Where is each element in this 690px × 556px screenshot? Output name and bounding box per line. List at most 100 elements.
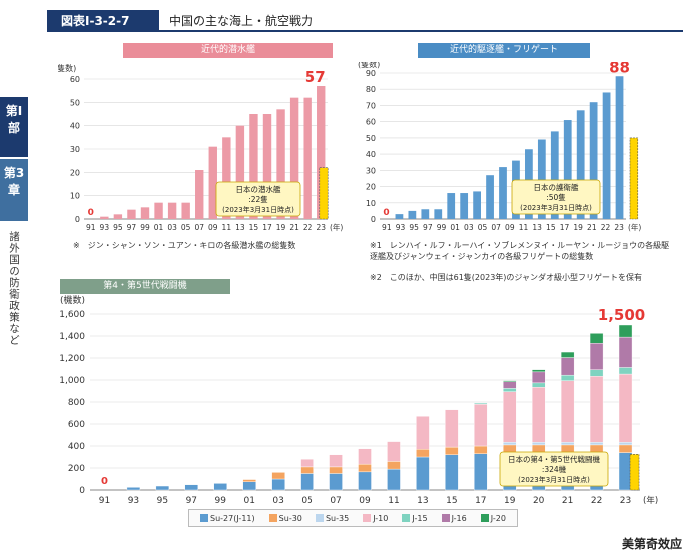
fighter-bar-segment xyxy=(329,466,343,474)
fighter-xtick-label: 99 xyxy=(215,496,227,506)
destroyer-xtick-label: 21 xyxy=(587,223,597,232)
fighter-bar-segment xyxy=(213,483,227,491)
fighter-bar-segment xyxy=(445,409,459,448)
submarine-xtick-label: 95 xyxy=(113,223,123,232)
submarine-note: ※ ジン・シャン・ソン・ユアン・キロの各級潜水艦の総隻数 xyxy=(73,241,296,250)
destroyer-ytick-label: 0 xyxy=(371,215,376,224)
legend-swatch xyxy=(200,514,209,522)
submarine-xtick-label: 07 xyxy=(194,223,204,232)
submarine-ytick-label: 0 xyxy=(75,215,80,224)
fighter-ytick-label: 200 xyxy=(68,464,85,474)
fighter-bar-segment xyxy=(503,442,517,446)
fighter-bar-segment xyxy=(589,333,604,344)
destroyer-ytick-label: 60 xyxy=(366,118,376,127)
fighter-bar-segment xyxy=(589,369,604,377)
fighter-xtick-label: 11 xyxy=(388,496,399,506)
submarine-ytick-label: 60 xyxy=(70,75,80,84)
submarine-bar xyxy=(235,125,245,219)
submarine-xtick-label: 22 xyxy=(303,223,313,232)
legend-swatch xyxy=(315,514,324,522)
submarine-xtick-label: 19 xyxy=(276,223,286,232)
destroyer-bar xyxy=(486,175,494,219)
destroyer-japan-callout-line3: (2023年3月31日時点) xyxy=(520,203,592,212)
submarine-bar xyxy=(317,86,326,219)
submarine-chart-banner: 近代的潜水艦 xyxy=(123,43,333,58)
fighter-bar-segment xyxy=(560,374,575,381)
destroyer-japan-callout-box xyxy=(511,179,601,215)
submarine-japan-callout-box xyxy=(215,181,301,217)
destroyer-xtick-label: 09 xyxy=(505,223,515,232)
legend-item: J-10 xyxy=(363,514,388,523)
destroyer-ytick-label: 70 xyxy=(366,101,376,110)
section-vertical-label: 諸外国の防衛政策など xyxy=(8,231,20,346)
destroyer-xtick-label: 05 xyxy=(478,223,488,232)
fighter-bar-segment xyxy=(387,468,401,491)
figure-title: 中国の主な海上・航空戦力 xyxy=(169,14,314,28)
fighter-bar-segment xyxy=(358,471,372,491)
legend-label: J-20 xyxy=(490,513,506,523)
submarine-bar xyxy=(262,114,272,219)
fighter-bar-segment xyxy=(474,403,488,447)
submarine-xtick-label: 99 xyxy=(140,223,150,232)
submarine-bar xyxy=(222,137,231,219)
destroyer-xtick-label: 91 xyxy=(382,223,392,232)
fighter-ytick-label: 1,400 xyxy=(59,332,85,342)
fighter-bar-segment xyxy=(503,388,517,392)
fighter-legend: Su-27(J-11) Su-30 Su-35 J-10 J-15 J-16 J-20 xyxy=(188,509,518,527)
fighter-ytick-label: 600 xyxy=(68,420,85,430)
fighter-bar-segment xyxy=(242,479,256,482)
fighter-japan-callout-line1: 日本の第4・第5世代戦闘機 xyxy=(508,454,601,464)
fighter-bar-segment xyxy=(531,369,546,373)
destroyer-xtick-label: 01 xyxy=(450,223,460,232)
submarine-xtick-label: 03 xyxy=(167,223,177,232)
destroyer-bar xyxy=(460,193,469,219)
figure-number: 図表Ⅰ-3-2-7 xyxy=(47,10,159,32)
submarine-xtick-label: 93 xyxy=(100,223,110,232)
fighter-bar-segment xyxy=(589,343,604,370)
legend-swatch xyxy=(363,514,372,522)
legend-swatch xyxy=(402,514,411,522)
destroyer-bar xyxy=(602,92,611,219)
fighter-bar-segment xyxy=(503,380,517,382)
fighter-bar-segment xyxy=(503,391,517,443)
destroyer-xtick-label: 17 xyxy=(560,223,570,232)
submarine-japan-bar xyxy=(319,167,329,220)
fighter-ytick-label: 1,000 xyxy=(59,376,85,386)
destroyer-chart-banner: 近代的駆逐艦・フリゲート xyxy=(418,43,590,58)
legend-label: J-10 xyxy=(373,513,389,523)
fighter-japan-callout-box xyxy=(499,451,609,487)
submarine-xtick-label: 91 xyxy=(86,223,96,232)
fighter-bar-segment xyxy=(560,442,575,446)
fighter-bar-segment xyxy=(560,444,575,453)
fighter-xtick-label: 22 xyxy=(591,496,602,506)
submarine-japan-callout-line3: (2023年3月31日時点) xyxy=(222,205,294,214)
submarine-japan-callout: 日本の潜水艦:22隻(2023年3月31日時点) xyxy=(215,181,301,217)
fighter-xtick-label: 95 xyxy=(157,496,168,506)
destroyer-last-value-label: 88 xyxy=(609,62,630,76)
destroyer-first-value-label: 0 xyxy=(383,208,389,218)
fighter-bar-segment xyxy=(531,387,546,443)
fighter-xtick-label: 03 xyxy=(272,496,283,506)
fighter-bar-segment xyxy=(589,442,604,446)
legend-label: Su-35 xyxy=(325,513,350,523)
fighter-bar-segment xyxy=(155,485,170,491)
submarine-japan-callout-line2: :22隻 xyxy=(248,194,268,204)
destroyer-bar xyxy=(589,102,598,219)
fighter-bar-segment xyxy=(531,444,546,453)
submarine-first-value-label: 0 xyxy=(88,208,94,218)
legend-label: Su-30 xyxy=(278,513,302,523)
submarine-bar xyxy=(289,97,299,219)
submarine-bar xyxy=(195,170,204,219)
fighter-bar-segment xyxy=(531,382,546,388)
fighter-ytick-label: 800 xyxy=(68,398,85,408)
destroyer-bar xyxy=(550,131,559,219)
fighter-bar-segment xyxy=(474,453,488,491)
destroyer-xtick-label: 11 xyxy=(519,223,529,232)
submarine-bar xyxy=(167,202,177,219)
submarine-bar xyxy=(113,214,123,219)
fighter-ytick-label: 400 xyxy=(68,442,85,452)
fighter-bar-segment xyxy=(358,448,372,465)
submarine-ytick-label: 50 xyxy=(70,98,80,107)
part-label: 第Ⅰ部 xyxy=(5,104,23,135)
